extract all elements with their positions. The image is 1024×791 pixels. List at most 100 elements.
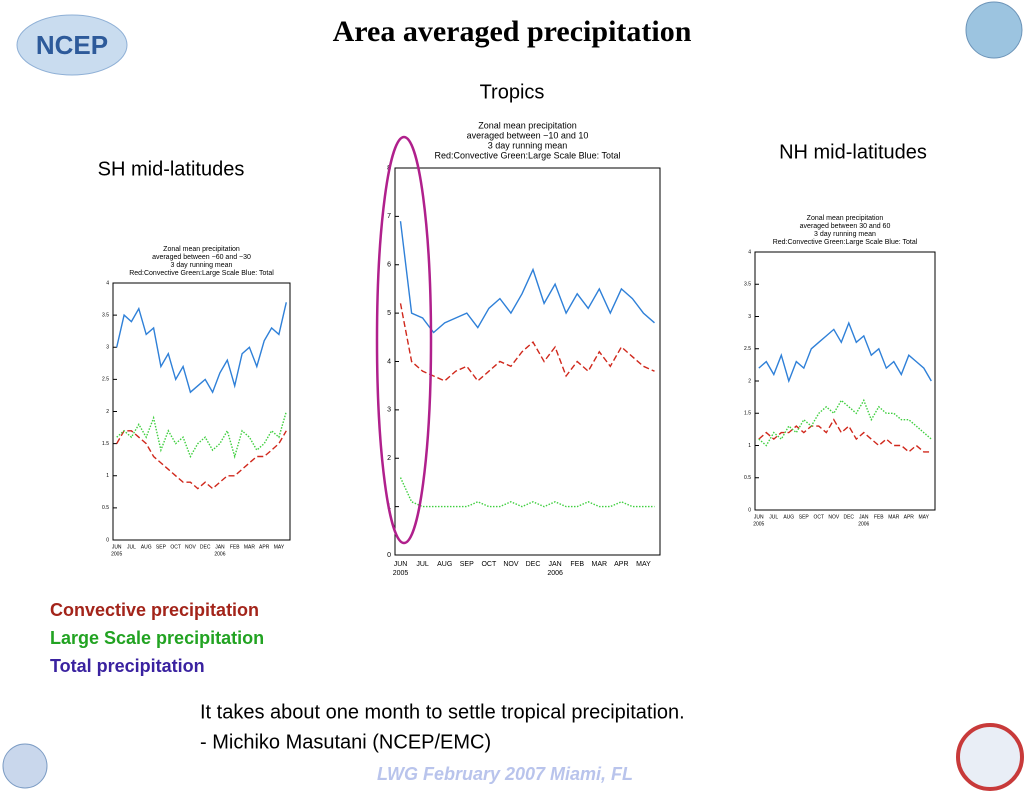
y-tick-label: 1.5 <box>102 441 109 447</box>
x-tick-label: MAR <box>244 544 256 550</box>
y-tick-label: 0 <box>387 552 391 559</box>
y-tick-label: 1 <box>106 473 109 479</box>
region-label: Tropics <box>480 81 545 103</box>
chart-title: Red:Convective Green:Large Scale Blue: T… <box>773 239 918 246</box>
series-line <box>758 418 932 453</box>
x-tick-label: SEP <box>799 514 810 520</box>
x-tick-label: JUL <box>416 561 429 568</box>
x-year-label: 2006 <box>858 521 869 527</box>
ncep-logo <box>16 14 128 76</box>
x-tick-label: AUG <box>783 514 794 520</box>
x-tick-label: JAN <box>548 561 561 568</box>
x-tick-label: DEC <box>843 514 854 520</box>
chart-title: Red:Convective Green:Large Scale Blue: T… <box>129 270 274 277</box>
series-line <box>116 411 287 460</box>
y-tick-label: 1.5 <box>744 411 751 417</box>
x-tick-label: OCT <box>481 561 497 568</box>
y-tick-label: 1 <box>748 443 751 449</box>
x-tick-label: JUN <box>394 561 408 568</box>
logo-text: NCEP <box>36 30 108 60</box>
bottom-left-logo <box>2 743 48 789</box>
x-tick-label: JUN <box>754 514 764 520</box>
y-tick-label: 3 <box>748 314 751 320</box>
legend-item: Large Scale precipitation <box>50 628 264 648</box>
x-year-label: 2005 <box>111 551 122 557</box>
highlight-ellipse <box>375 135 433 545</box>
x-year-label: 2006 <box>214 551 225 557</box>
slide-title: Area averaged precipitation <box>333 15 692 48</box>
x-tick-label: JUL <box>127 544 136 550</box>
y-tick-label: 2.5 <box>102 377 109 383</box>
footer: LWG February 2007 Miami, FL <box>377 764 633 784</box>
y-tick-label: 2 <box>106 409 109 415</box>
y-tick-label: 3 <box>387 407 391 414</box>
y-tick-label: 4 <box>387 358 391 365</box>
noaa-logo <box>965 1 1023 59</box>
plot-frame <box>754 251 936 511</box>
series-line <box>758 321 932 384</box>
series-line <box>758 398 932 447</box>
y-tick-label: 2 <box>748 378 751 384</box>
y-tick-label: 0 <box>748 507 751 513</box>
x-tick-label: NOV <box>185 544 197 550</box>
chart-title: averaged between −60 and −30 <box>152 254 251 261</box>
x-tick-label: NOV <box>503 561 519 568</box>
y-tick-label: 3.5 <box>744 282 751 288</box>
x-tick-label: SEP <box>156 544 167 550</box>
x-tick-label: NOV <box>828 514 840 520</box>
x-tick-label: OCT <box>813 514 824 520</box>
chart-title: averaged between 30 and 60 <box>800 223 891 230</box>
note: It takes about one month to settle tropi… <box>200 701 685 723</box>
x-year-label: 2005 <box>393 570 409 577</box>
x-tick-label: JUN <box>112 544 122 550</box>
chart-title: Zonal mean precipitation <box>478 120 577 130</box>
x-tick-label: AUG <box>141 544 152 550</box>
x-tick-label: JAN <box>859 514 869 520</box>
chart-title: 3 day running mean <box>171 262 233 269</box>
y-tick-label: 0 <box>106 537 109 543</box>
region-label: NH mid-latitudes <box>779 141 927 163</box>
y-tick-label: 2.5 <box>744 346 751 352</box>
legend-item: Total precipitation <box>50 656 205 676</box>
series-line <box>116 302 287 394</box>
x-tick-label: MAR <box>591 561 607 568</box>
x-tick-label: FEB <box>874 514 884 520</box>
plot-frame <box>112 282 291 541</box>
series-line <box>116 430 287 490</box>
x-tick-label: OCT <box>170 544 181 550</box>
x-tick-label: FEB <box>570 561 584 568</box>
y-tick-label: 4 <box>106 280 109 286</box>
x-tick-label: MAR <box>888 514 900 520</box>
y-tick-label: 7 <box>387 213 391 220</box>
x-tick-label: FEB <box>230 544 240 550</box>
y-tick-label: 3.5 <box>102 312 109 318</box>
note: - Michiko Masutani (NCEP/EMC) <box>200 731 491 753</box>
y-tick-label: 2 <box>387 455 391 462</box>
region-label: SH mid-latitudes <box>98 158 245 180</box>
nws-logo <box>956 723 1024 791</box>
x-tick-label: DEC <box>200 544 211 550</box>
chart-title: 3 day running mean <box>814 231 876 238</box>
chart-title: Red:Convective Green:Large Scale Blue: T… <box>435 150 621 160</box>
x-tick-label: AUG <box>437 561 452 568</box>
chart-title: 3 day running mean <box>488 140 568 150</box>
x-tick-label: JUL <box>769 514 778 520</box>
x-tick-label: APR <box>904 514 915 520</box>
x-tick-label: SEP <box>460 561 474 568</box>
x-tick-label: APR <box>259 544 270 550</box>
y-tick-label: 6 <box>387 262 391 269</box>
chart-title: averaged between −10 and 10 <box>467 130 589 140</box>
series-line <box>399 477 655 508</box>
x-tick-label: JAN <box>215 544 225 550</box>
y-tick-label: 5 <box>387 310 391 317</box>
x-tick-label: APR <box>614 561 628 568</box>
legend-item: Convective precipitation <box>50 600 259 620</box>
x-year-label: 2005 <box>753 521 764 527</box>
x-year-label: 2006 <box>547 570 563 577</box>
y-tick-label: 0.5 <box>744 475 751 481</box>
chart-title: Zonal mean precipitation <box>163 246 240 253</box>
x-tick-label: DEC <box>526 561 541 568</box>
series-line <box>399 221 655 334</box>
x-tick-label: MAY <box>636 561 651 568</box>
